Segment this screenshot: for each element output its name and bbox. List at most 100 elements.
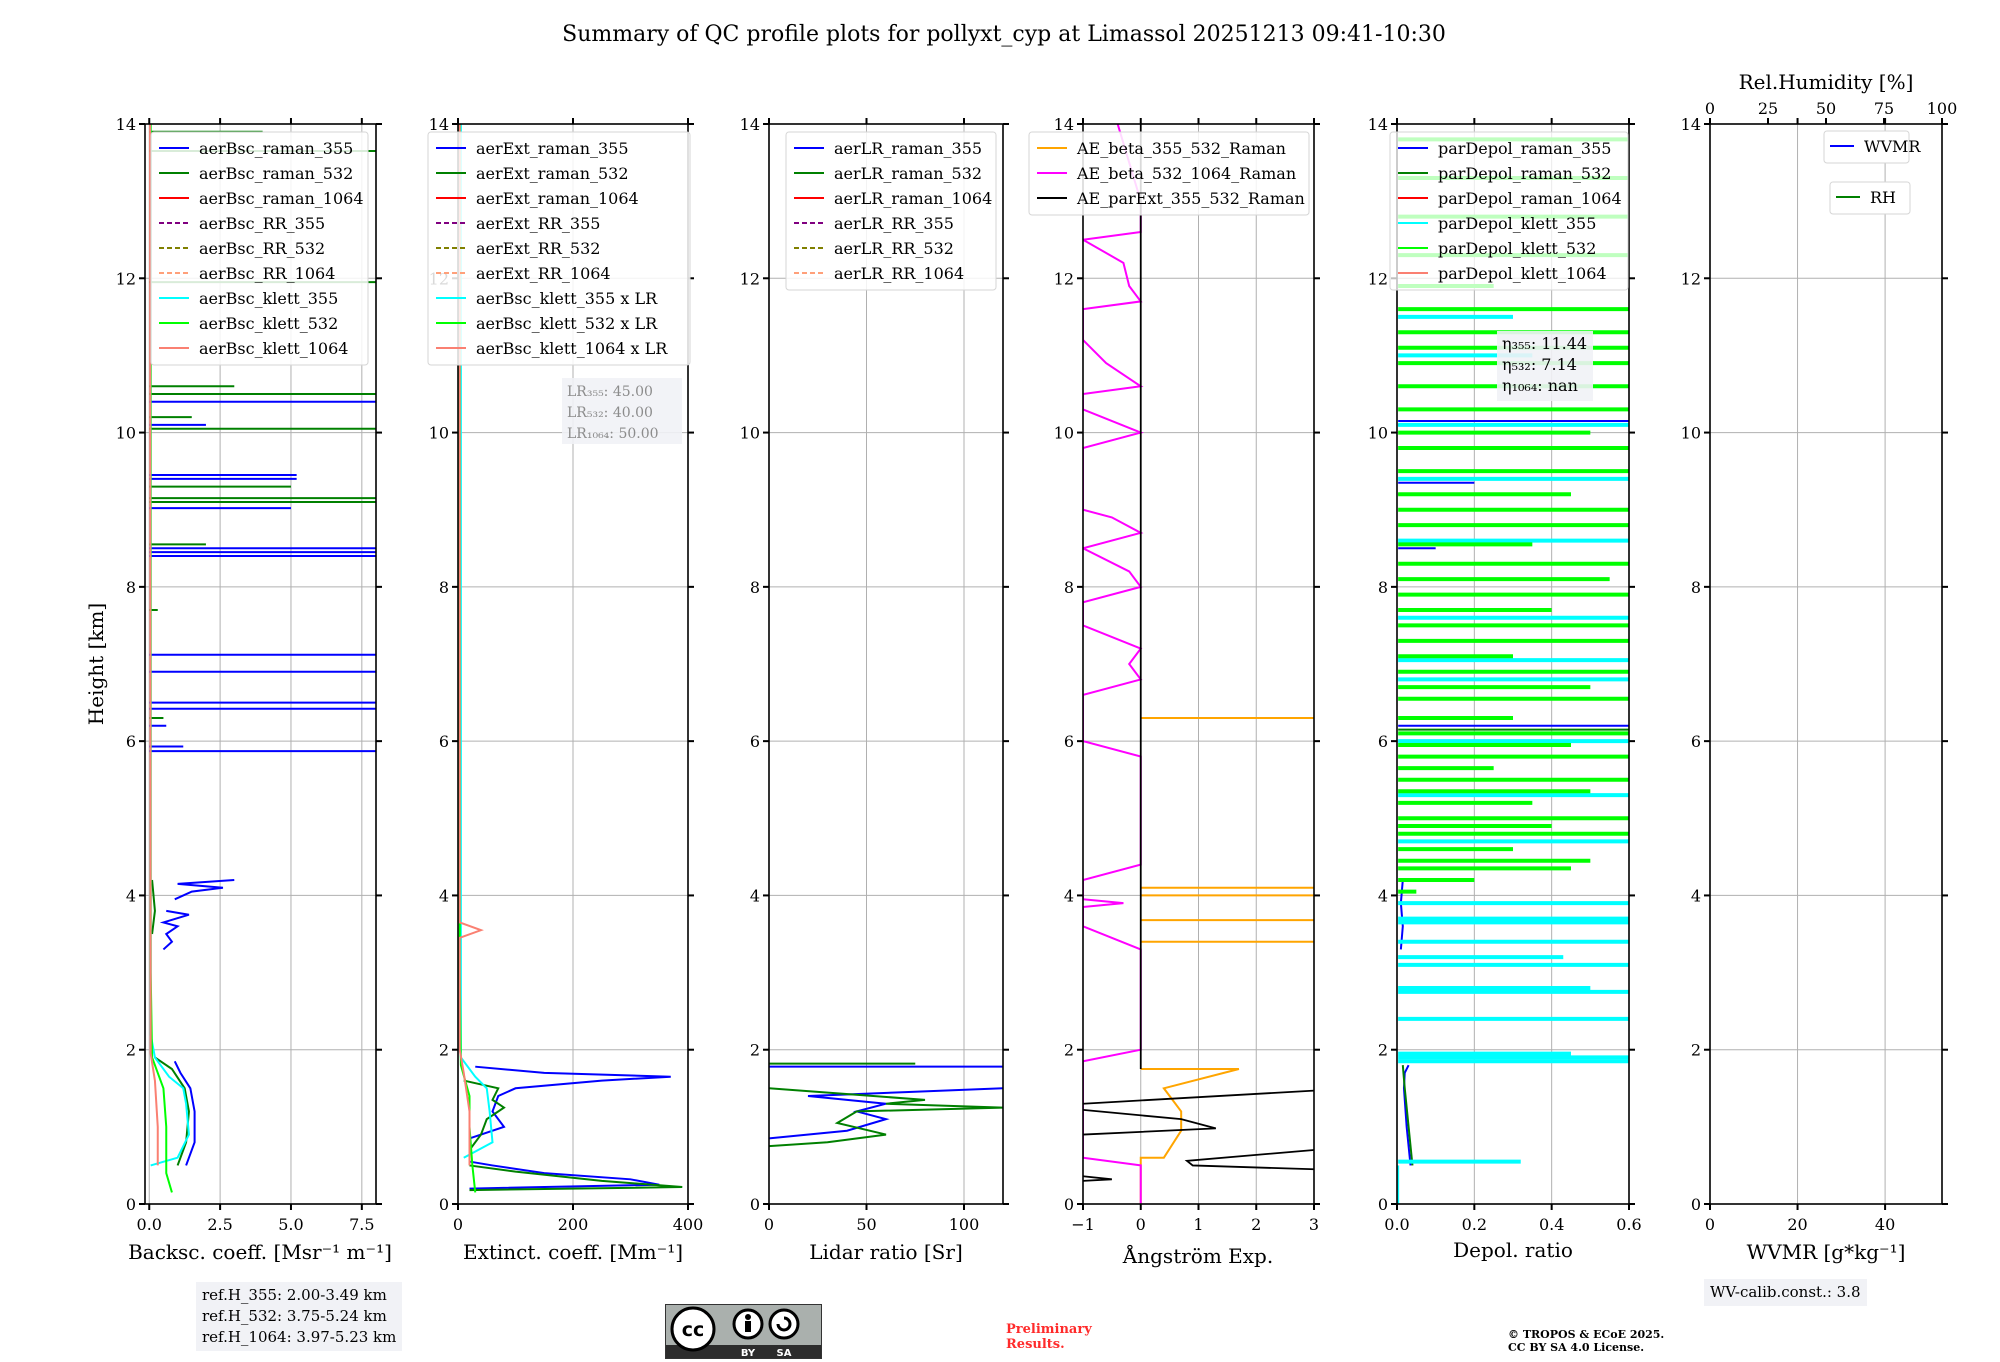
x-tick-label: 0 [1136, 1215, 1146, 1234]
legend-label: RH [1870, 188, 1896, 207]
rh-tick-label: 25 [1758, 99, 1778, 118]
legend-entry: AE_parExt_355_532_Raman [1076, 189, 1305, 208]
AE_beta_355_532_Raman-line [1139, 1068, 1240, 1204]
x-tick-label: 5.0 [278, 1215, 303, 1234]
extinction-xlabel: Extinct. coeff. [Mm⁻¹] [462, 1240, 684, 1264]
rh-tick-label: 75 [1874, 99, 1894, 118]
legend-entry: parDepol_raman_355 [1438, 139, 1611, 158]
lidar-ratio-xlabel: Lidar ratio [Sr] [809, 1240, 963, 1264]
legend-WVMR: WVMR [1823, 130, 1921, 164]
legend-box [1389, 131, 1629, 291]
x-tick-label: 0 [453, 1215, 463, 1234]
legend-entry: aerLR_RR_355 [834, 214, 954, 233]
reference-height-box: ref.H_355: 2.00-3.49 km ref.H_532: 3.75-… [196, 1282, 403, 1351]
angstrom-panel: −1 0 1 2 302468101214AE_beta_355_532_RamanAE… [1028, 115, 1320, 1234]
backscatter-xlabel: Backsc. coeff. [Msr⁻¹ m⁻¹] [128, 1240, 392, 1264]
copyright-line-2: CC BY SA 4.0 License. [1508, 1341, 1645, 1354]
legend-entry: aerBsc_klett_355 x LR [476, 289, 658, 308]
angstrom-xlabel: Ångström Exp. [1122, 1244, 1274, 1268]
x-tick-label: 20 [1787, 1215, 1807, 1234]
aerBsc_raman_532-line [154, 1056, 190, 1166]
depol-xlabel: Depol. ratio [1453, 1238, 1573, 1262]
refh-355: ref.H_355: 2.00-3.49 km [202, 1286, 387, 1304]
x-tick-label: 3 [1309, 1215, 1319, 1234]
legend-box [785, 131, 997, 291]
annotation-text: LR₃₅₅: 45.00 [567, 384, 653, 400]
rh-tick-label: 100 [1927, 99, 1958, 118]
y-tick-label: 0 [1691, 1195, 1701, 1214]
annotation-text: η₃₅₅: 11.44 [1502, 334, 1587, 353]
x-tick-label: 40 [1875, 1215, 1895, 1234]
legend-box [1823, 130, 1910, 164]
legend-RH: RH [1829, 181, 1911, 215]
y-tick-label: 4 [1691, 886, 1701, 905]
axes-frame [768, 123, 1004, 1205]
y-tick-label: 6 [1378, 732, 1388, 751]
legend-entry: aerLR_raman_1064 [834, 189, 992, 208]
y-tick-label: 10 [1054, 424, 1074, 443]
legend-entry: parDepol_raman_1064 [1438, 189, 1622, 208]
aerBsc_raman_532-line [151, 879, 156, 935]
wv-calibration-box: WV-calib.const.: 3.8 [1704, 1279, 1867, 1306]
y-tick-label: 2 [1378, 1041, 1388, 1060]
legend-entry: aerExt_raman_355 [476, 139, 629, 158]
y-tick-label: 0 [1064, 1195, 1074, 1214]
legend-entry: aerBsc_klett_532 x LR [476, 314, 658, 333]
legend-entry: aerBsc_raman_1064 [199, 189, 364, 208]
aerLR_raman_355-line [769, 1087, 1003, 1140]
legend-entry: aerBsc_RR_355 [199, 214, 325, 233]
y-tick-label: 10 [429, 424, 449, 443]
preliminary-line-1: Preliminary [1006, 1322, 1092, 1337]
x-tick-label: 200 [558, 1215, 589, 1234]
aerBsc_klett_1064 x LR-line [458, 124, 484, 1166]
angstrom-legend: AE_beta_355_532_Raman AE_beta_532_1064_Ra… [1028, 131, 1310, 216]
refh-532: ref.H_532: 3.75-5.24 km [202, 1307, 387, 1325]
y-tick-label: 10 [1368, 424, 1388, 443]
annotation-box [562, 378, 682, 444]
y-tick-label: 6 [126, 732, 136, 751]
y-tick-label: 4 [126, 886, 136, 905]
legend-entry: aerBsc_RR_1064 [199, 264, 335, 283]
annotation-text: LR₅₃₂: 40.00 [567, 405, 653, 421]
y-tick-label: 4 [1378, 886, 1388, 905]
y-tick-label: 6 [1064, 732, 1074, 751]
y-tick-label: 0 [1378, 1195, 1388, 1214]
aerBsc_klett_1064-line [149, 124, 159, 1166]
annotation-text: LR₁₀₆₄: 50.00 [567, 426, 659, 442]
legend-entry: aerExt_RR_355 [476, 214, 600, 233]
annotation-text: η₅₃₂: 7.14 [1502, 355, 1577, 374]
backscatter-legend: aerBsc_raman_355 aerBsc_raman_532 aerBsc_r… [150, 131, 369, 366]
y-tick-label: 8 [1064, 578, 1074, 597]
y-tick-label: 0 [750, 1195, 760, 1214]
depolarization-data [1397, 137, 1629, 1204]
legend-entry: aerExt_RR_1064 [476, 264, 611, 283]
y-tick-label: 10 [1681, 424, 1701, 443]
extinction-annotation: LR₃₅₅: 45.00 LR₅₃₂: 40.00 LR₁₀₆₄: 50.00 [562, 378, 682, 444]
legend-entry: aerExt_RR_532 [476, 239, 600, 258]
wvmr-xlabel: WVMR [g*kg⁻¹] [1746, 1240, 1906, 1264]
svg-text:BY: BY [741, 1348, 756, 1358]
depolarization-annotation: η₃₅₅: 11.44 η₅₃₂: 7.14 η₁₀₆₄: nan [1497, 331, 1593, 401]
AE_parExt_355_532_Raman-line [1083, 1089, 1314, 1105]
y-tick-label: 14 [1681, 115, 1701, 134]
aerBsc_raman_355-line [173, 1060, 196, 1166]
y-tick-label: 8 [1691, 578, 1701, 597]
annotation-text: η₁₀₆₄: nan [1502, 376, 1578, 395]
cc-by-sa-license-logo: cc BY SA [665, 1304, 822, 1359]
y-tick-label: 2 [126, 1041, 136, 1060]
legend-entry: aerBsc_raman_532 [199, 164, 353, 183]
rh-tick-label: 0 [1705, 99, 1715, 118]
aerExt_raman_355-line [469, 1065, 671, 1140]
legend-entry: aerLR_raman_532 [834, 164, 982, 183]
extinction-data [458, 124, 683, 1193]
svg-text:cc: cc [682, 1319, 705, 1341]
y-tick-label: 12 [1054, 269, 1074, 288]
AE_parExt_355_532_Raman-line [1083, 1108, 1217, 1136]
x-tick-label: 0.2 [1462, 1215, 1487, 1234]
legend-entry: parDepol_raman_532 [1438, 164, 1611, 183]
parDepol_raman_532-line [1401, 1065, 1414, 1166]
legend-entry: aerLR_RR_532 [834, 239, 954, 258]
y-tick-label: 14 [116, 115, 136, 134]
y-tick-label: 4 [439, 886, 449, 905]
